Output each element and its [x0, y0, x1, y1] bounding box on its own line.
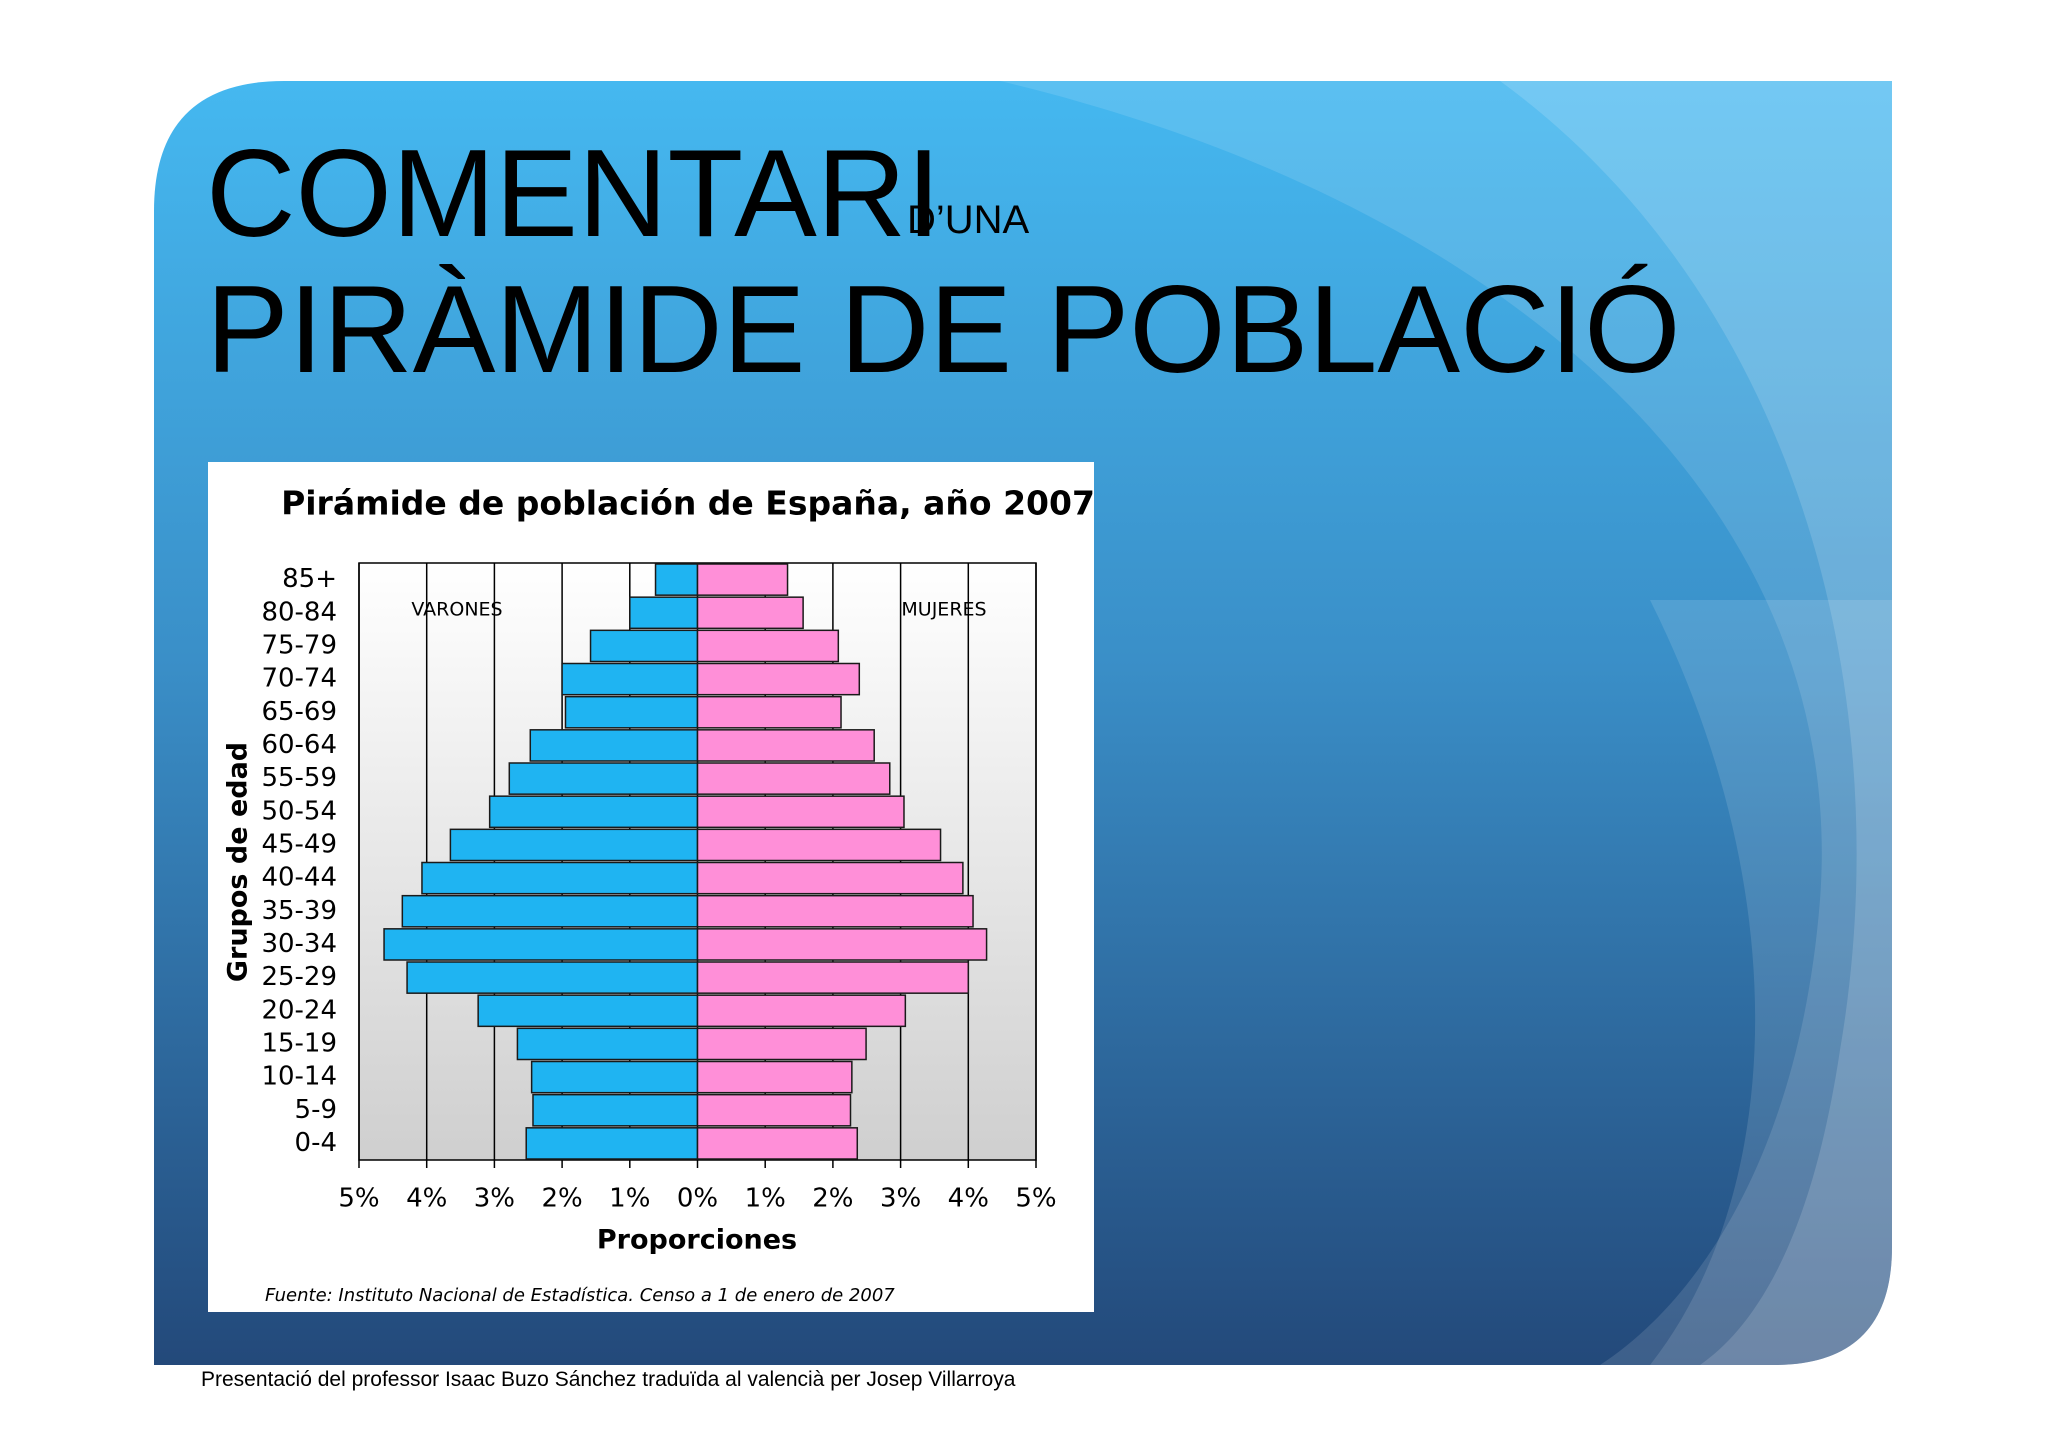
y-axis-label: Grupos de edad	[223, 742, 254, 982]
bar	[488, 795, 699, 829]
footer: Presentació del professor Isaac Buzo Sán…	[201, 1368, 1016, 1391]
y-tick-label: 85+	[282, 564, 337, 594]
bar	[421, 861, 699, 895]
bar	[589, 629, 699, 663]
y-tick-label: 55-59	[261, 763, 337, 793]
bar	[696, 629, 840, 663]
bar	[696, 563, 789, 596]
bar	[696, 596, 804, 630]
y-tick-label: 40-44	[261, 863, 337, 893]
bar	[532, 1093, 699, 1127]
legend-label: MUJERES	[901, 599, 986, 621]
slide-title-small: D’UNA	[907, 198, 1030, 242]
bar	[696, 994, 907, 1028]
bar	[383, 928, 699, 961]
y-tick-label: 20-24	[261, 995, 337, 1025]
x-tick-label: 2%	[812, 1184, 853, 1214]
bar	[696, 928, 988, 961]
x-tick-label: 5%	[338, 1184, 379, 1214]
bar	[696, 961, 970, 994]
slide-title: COMENTARI	[206, 125, 941, 263]
bar	[449, 828, 699, 862]
chart: Pirámide de población de España, año 200…	[208, 462, 1095, 1312]
bar	[696, 861, 964, 895]
x-tick-label: 2%	[541, 1184, 582, 1214]
y-tick-label: 80-84	[261, 597, 337, 627]
bar	[696, 1093, 852, 1127]
bar	[696, 894, 974, 928]
bar	[564, 695, 699, 729]
y-tick-label: 0-4	[295, 1128, 337, 1158]
x-tick-label: 3%	[880, 1184, 921, 1214]
x-tick-label: 0%	[677, 1184, 718, 1214]
x-tick-label: 3%	[474, 1184, 515, 1214]
bar	[529, 729, 699, 762]
bar	[696, 729, 875, 762]
bar	[406, 961, 699, 994]
y-tick-label: 25-29	[261, 962, 337, 992]
x-tick-label: 4%	[948, 1184, 989, 1214]
source-note: Fuente: Instituto Nacional de Estadístic…	[265, 1285, 895, 1306]
bar	[696, 762, 891, 795]
y-tick-label: 70-74	[261, 664, 337, 694]
y-tick-label: 10-14	[261, 1062, 337, 1092]
bar	[629, 596, 699, 630]
x-tick-label: 1%	[609, 1184, 650, 1214]
y-tick-label: 50-54	[261, 796, 337, 826]
bar	[516, 1027, 699, 1061]
bar	[654, 563, 699, 596]
bar	[696, 695, 842, 729]
y-tick-label: 35-39	[261, 896, 337, 926]
bar	[401, 894, 699, 928]
bar	[508, 762, 699, 795]
bar	[696, 795, 905, 829]
x-tick-label: 1%	[745, 1184, 786, 1214]
bar	[696, 828, 942, 862]
y-tick-label: 15-19	[261, 1028, 337, 1058]
decoration	[1000, 81, 1892, 1365]
y-tick-label: 5-9	[295, 1095, 337, 1125]
y-tick-label: 30-34	[261, 929, 337, 959]
bar	[696, 662, 861, 696]
bar	[530, 1060, 699, 1094]
x-axis-label: Proporciones	[597, 1225, 797, 1256]
slide-title-line2: PIRÀMIDE DE POBLACIÓ	[206, 261, 1681, 399]
bar	[696, 1027, 867, 1061]
x-tick-label: 5%	[1015, 1184, 1056, 1214]
y-tick-label: 60-64	[261, 730, 337, 760]
bar	[525, 1127, 699, 1160]
y-tick-label: 65-69	[261, 697, 337, 727]
x-tick-label: 4%	[406, 1184, 447, 1214]
legend-label: VARONES	[411, 599, 502, 621]
bar	[696, 1060, 853, 1094]
bar	[696, 1127, 859, 1160]
chart-title: Pirámide de población de España, año 200…	[281, 484, 1095, 523]
y-tick-label: 45-49	[261, 829, 337, 859]
bar	[477, 994, 699, 1028]
y-tick-label: 75-79	[261, 630, 337, 660]
bar	[561, 662, 699, 696]
